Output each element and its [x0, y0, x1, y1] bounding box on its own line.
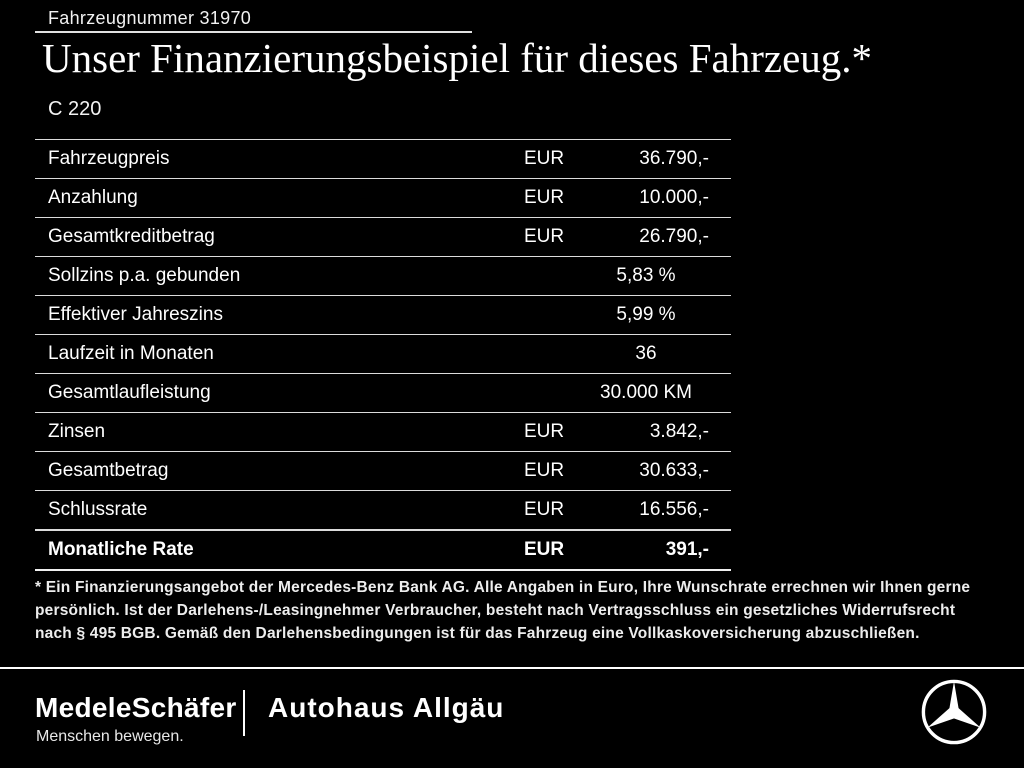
row-currency: EUR — [524, 499, 565, 520]
row-value: 30.633,- — [639, 460, 709, 481]
row-label: Zinsen — [48, 421, 106, 442]
dealer-tagline: Menschen bewegen. — [36, 728, 184, 745]
row-currency: EUR — [524, 148, 565, 169]
table-row: Laufzeit in Monaten 36 — [35, 334, 731, 373]
table-row-monthly-rate: Monatliche Rate EUR 391,- — [35, 529, 731, 569]
row-currency: EUR — [524, 460, 565, 481]
dealer-logo-medele-schaefer: MedeleSchäfer — [35, 692, 237, 723]
table-row: Sollzins p.a. gebunden 5,83 % — [35, 256, 731, 295]
mercedes-star-icon — [920, 678, 988, 746]
row-currency: EUR — [524, 226, 565, 247]
financing-table: Fahrzeugpreis EUR 36.790,- Anzahlung EUR… — [35, 139, 731, 571]
row-currency: EUR — [524, 187, 565, 208]
row-value: 10.000,- — [639, 187, 709, 208]
row-label: Monatliche Rate — [48, 539, 194, 560]
vehicle-number: Fahrzeugnummer 31970 — [48, 8, 252, 28]
row-label: Sollzins p.a. gebunden — [48, 265, 241, 286]
row-label: Fahrzeugpreis — [48, 148, 170, 169]
table-row: Effektiver Jahreszins 5,99 % — [35, 295, 731, 334]
table-row: Schlussrate EUR 16.556,- — [35, 490, 731, 529]
table-row: Gesamtkreditbetrag EUR 26.790,- — [35, 217, 731, 256]
row-currency: EUR — [524, 539, 565, 560]
table-row: Zinsen EUR 3.842,- — [35, 412, 731, 451]
row-value: 26.790,- — [639, 226, 709, 247]
legal-footnote: * Ein Finanzierungsangebot der Mercedes-… — [35, 579, 971, 642]
row-label: Laufzeit in Monaten — [48, 343, 214, 364]
row-label: Gesamtlaufleistung — [48, 382, 211, 403]
table-row: Fahrzeugpreis EUR 36.790,- — [35, 139, 731, 178]
vehicle-model: C 220 — [48, 98, 102, 120]
row-label: Gesamtkreditbetrag — [48, 226, 215, 247]
dealer-logo-autohaus-allgaeu: Autohaus Allgäu — [268, 692, 505, 723]
table-row: Gesamtbetrag EUR 30.633,- — [35, 451, 731, 490]
table-row: Gesamtlaufleistung 30.000 KM — [35, 373, 731, 412]
row-value: 16.556,- — [639, 499, 709, 520]
row-value: 30.000 KM — [600, 382, 692, 403]
row-label: Anzahlung — [48, 187, 138, 208]
row-value: 3.842,- — [649, 421, 709, 442]
page-title: Unser Finanzierungsbeispiel für dieses F… — [42, 35, 873, 81]
row-label: Effektiver Jahreszins — [48, 304, 223, 325]
table-row: Anzahlung EUR 10.000,- — [35, 178, 731, 217]
row-value: 36 — [635, 343, 657, 364]
row-value: 36.790,- — [639, 148, 709, 169]
logo-divider — [243, 690, 245, 736]
row-value: 391,- — [665, 539, 709, 560]
row-value: 5,83 % — [616, 265, 676, 286]
row-value: 5,99 % — [616, 304, 676, 325]
row-currency: EUR — [524, 421, 565, 442]
row-label: Gesamtbetrag — [48, 460, 169, 481]
row-label: Schlussrate — [48, 499, 148, 520]
vehicle-number-underline — [35, 31, 472, 33]
footer-divider — [0, 667, 1024, 669]
